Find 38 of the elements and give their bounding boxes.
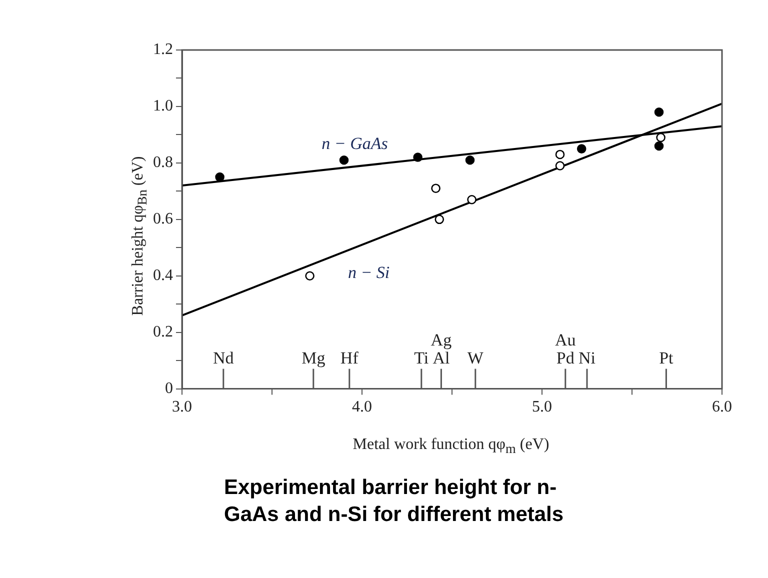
- y-tick-label: 1.2: [153, 41, 173, 58]
- point: [431, 184, 440, 193]
- point: [654, 141, 664, 151]
- ref-line-label: Ni: [578, 348, 596, 368]
- point: [413, 152, 422, 162]
- x-tick-label: 4.0: [352, 398, 372, 416]
- y-tick-label: 1.0: [153, 98, 173, 115]
- y-tick-label: 0.4: [153, 267, 173, 284]
- y-tick-label: 0.6: [153, 210, 173, 228]
- text: Experimental barrier height for n-GaAs and n-Si for different metals: [224, 475, 564, 528]
- x-axis-title: Metal work function qφ$_{m}$ (eV): [352, 436, 550, 458]
- ref-line-label: W: [467, 348, 484, 368]
- series-label: n − GaAs: [322, 134, 388, 154]
- point: [434, 214, 444, 224]
- point: [305, 271, 314, 281]
- point: [465, 155, 475, 165]
- point: [555, 161, 565, 170]
- x-tick-label: 5.0: [532, 398, 552, 416]
- point: [339, 155, 349, 165]
- x-tick-label: 6.0: [712, 398, 732, 416]
- point: [555, 150, 565, 160]
- ref-line-label: Mg: [302, 348, 326, 368]
- ref-line-label: Ag Al: [430, 330, 452, 368]
- y-tick-label: 0.8: [153, 154, 173, 172]
- point: [467, 194, 476, 204]
- ref-line-label: Hf: [340, 348, 359, 368]
- point: [654, 107, 664, 117]
- point: [656, 132, 666, 142]
- ref-line-label: Nd: [213, 348, 234, 368]
- point: [215, 172, 224, 182]
- x-tick-label: 3.0: [172, 398, 192, 416]
- ref-line-label: Au Pd: [555, 330, 576, 368]
- y-tick-label: 0.2: [153, 324, 173, 341]
- y-tick-label: 0: [165, 380, 173, 398]
- ref-line-label: Pt: [659, 348, 674, 368]
- point: [576, 144, 586, 154]
- series-label: n − Si: [348, 263, 390, 282]
- ref-line-label: Ti: [414, 348, 429, 368]
